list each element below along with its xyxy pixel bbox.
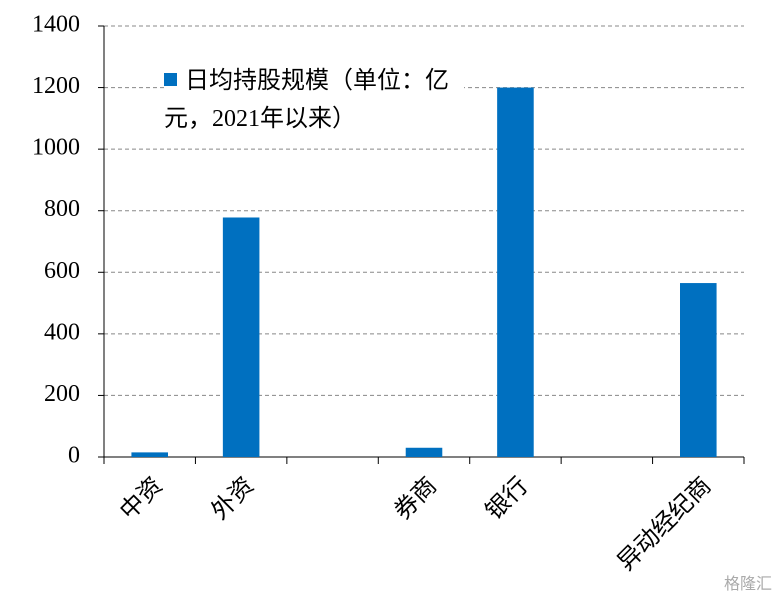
bar <box>680 283 717 457</box>
x-tick-label: 中资 <box>115 472 168 525</box>
bar <box>405 447 443 457</box>
x-tick-label: 券商 <box>389 472 442 525</box>
y-tick-label: 1200 <box>32 73 80 99</box>
legend-label: 日均持股规模（单位：亿元，2021年以来） <box>164 68 449 132</box>
watermark: 格隆汇 <box>723 574 772 593</box>
y-tick-label: 200 <box>44 381 80 407</box>
x-tick-label: 银行 <box>481 472 534 525</box>
x-tick-label: 异动经纪商 <box>612 472 716 576</box>
y-tick-label: 400 <box>44 319 80 345</box>
bar <box>497 87 534 458</box>
bar <box>131 452 168 457</box>
y-tick-label: 0 <box>68 443 80 469</box>
y-tick-label: 600 <box>44 258 80 284</box>
bar <box>222 217 260 457</box>
legend-swatch <box>164 73 177 86</box>
y-tick-label: 1000 <box>32 135 80 161</box>
y-tick-label: 1400 <box>32 12 80 38</box>
x-tick-label: 外资 <box>206 472 259 525</box>
y-tick-label: 800 <box>44 196 80 222</box>
legend: 日均持股规模（单位：亿元，2021年以来） <box>164 62 464 138</box>
